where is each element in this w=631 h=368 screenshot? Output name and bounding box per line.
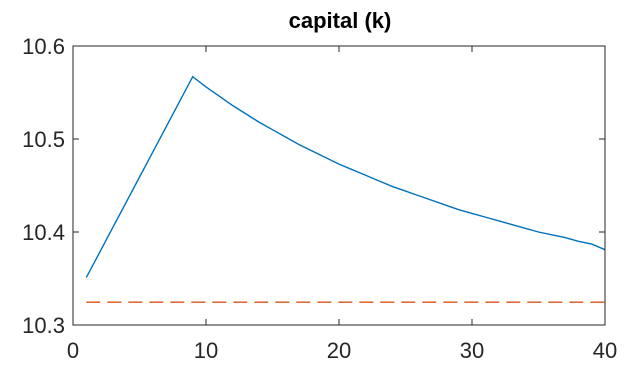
axes-layer: 0 10 20 30 40 10.3 10.4 10.5 10.6 [22, 34, 617, 363]
series-layer [85, 75, 606, 303]
series-line-solid [85, 75, 606, 278]
axes-box [72, 45, 606, 326]
y-tick-label: 10.3 [22, 313, 65, 338]
x-tick-label: 0 [67, 338, 79, 363]
x-tick-label: 30 [460, 338, 484, 363]
x-tick-label: 10 [194, 338, 218, 363]
x-tick-label: 20 [327, 338, 351, 363]
y-tick-label: 10.6 [22, 34, 65, 59]
x-tick-label: 40 [593, 338, 617, 363]
chart-title: capital (k) [289, 8, 392, 33]
y-tick-label: 10.5 [22, 127, 65, 152]
y-tick-label: 10.4 [22, 220, 65, 245]
